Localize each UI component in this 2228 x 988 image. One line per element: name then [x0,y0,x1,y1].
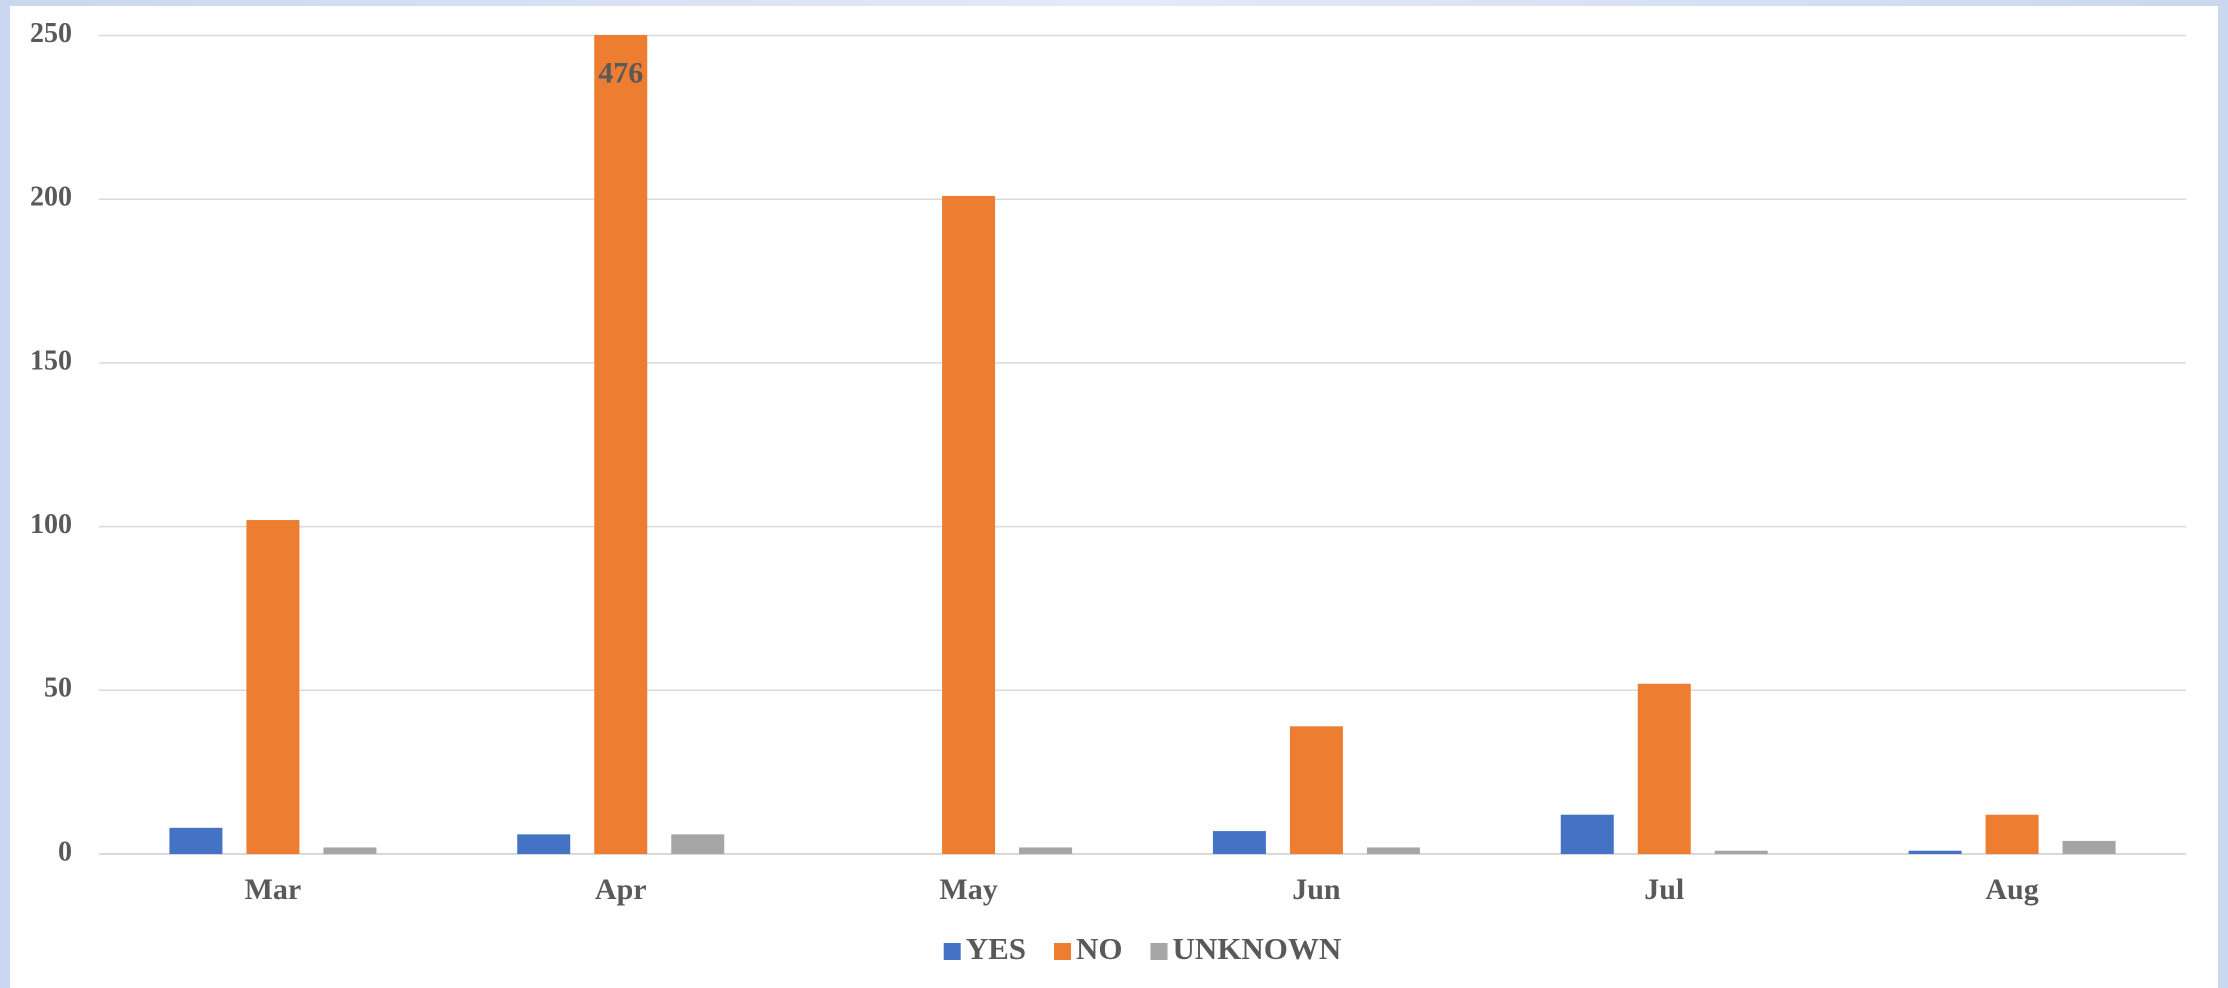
bar [2062,840,2116,854]
y-tick-label: 0 [58,836,72,867]
legend-label: YES [966,931,1026,966]
bar [1289,726,1343,854]
grid [99,34,2186,855]
legend-swatch [1054,943,1072,960]
x-tick-label: Jul [1644,873,1684,906]
bars [169,35,2116,854]
bar [517,834,571,854]
bar [1908,850,1962,854]
x-tick-label: Mar [245,873,302,906]
bar [1019,847,1073,854]
bar [1637,683,1691,854]
legend-swatch [943,943,961,960]
legend-label: UNKNOWN [1173,931,1342,966]
bar [594,35,648,854]
y-tick-label: 150 [30,345,72,376]
legend-label: NO [1076,931,1123,966]
legend: YES NO UNKNOWN [943,931,1342,966]
bar [942,195,996,854]
bar [671,834,725,854]
y-tick-label: 250 [30,18,72,49]
x-tick-label: Aug [1985,873,2038,906]
bar [246,520,300,854]
y-tick-label: 100 [30,509,72,540]
y-tick-label: 200 [30,182,72,213]
bar [1985,814,2039,854]
bar [1212,831,1266,854]
data-label: 476 [598,56,643,89]
x-tick-label: May [939,873,997,906]
labels: 0 50 100 150 200 250 Mar Apr 476 May Jun Jul Aug [30,18,2039,906]
chart-panel [10,6,2218,988]
bar [1366,847,1420,854]
bar [1560,814,1614,854]
bar [1714,850,1768,854]
bar [169,827,223,854]
x-tick-label: Apr [595,873,647,906]
y-tick-label: 50 [44,673,72,704]
legend-swatch [1150,943,1168,960]
bar [323,847,377,854]
x-tick-label: Jun [1292,873,1341,906]
